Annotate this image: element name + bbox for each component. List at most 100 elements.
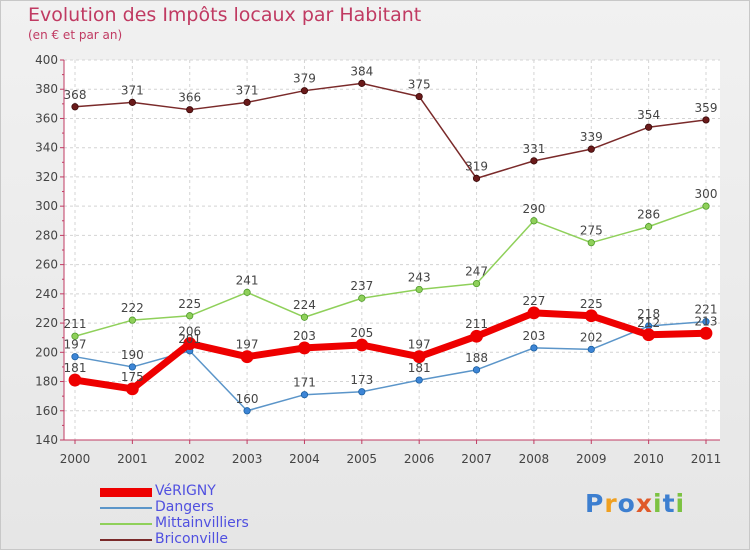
logo-letter: x — [635, 489, 653, 518]
data-point — [530, 217, 538, 225]
data-point — [243, 98, 251, 106]
data-point — [472, 366, 481, 374]
data-point — [530, 157, 538, 165]
data-label: 379 — [293, 72, 316, 86]
data-label: 237 — [350, 279, 373, 293]
y-tick-label: 140 — [35, 433, 58, 447]
data-point — [470, 329, 483, 343]
data-point — [587, 145, 595, 153]
data-point — [68, 373, 82, 387]
data-point — [587, 239, 595, 247]
series-vérigny — [68, 306, 713, 396]
data-label: 202 — [580, 330, 603, 344]
data-point — [530, 344, 538, 352]
data-point — [186, 106, 194, 114]
data-label: 171 — [293, 376, 316, 390]
logo-letter: P — [585, 489, 605, 518]
plot-area — [64, 60, 720, 440]
x-tick-label: 2009 — [576, 452, 607, 466]
legend-label: VéRIGNY — [155, 483, 216, 499]
data-label: 275 — [580, 224, 603, 238]
data-point — [240, 350, 254, 364]
logo-letter: i — [675, 489, 686, 518]
x-tick-label: 2011 — [691, 452, 722, 466]
data-point — [642, 328, 656, 342]
chart-title: Evolution des Impôts locaux par Habitant — [28, 4, 422, 26]
data-label: 227 — [522, 294, 545, 308]
data-point — [702, 116, 710, 124]
legend-swatch — [100, 539, 152, 541]
data-point — [71, 103, 79, 111]
data-label: 213 — [695, 314, 718, 328]
y-tick-label: 240 — [35, 287, 58, 301]
data-point — [300, 391, 309, 399]
data-point — [298, 341, 311, 355]
logo-letter: i — [653, 489, 663, 518]
logo-letter: t — [662, 489, 676, 518]
data-label: 319 — [465, 159, 488, 173]
x-tick-label: 2010 — [633, 452, 664, 466]
data-label: 224 — [293, 298, 316, 312]
x-tick-label: 2007 — [461, 452, 492, 466]
data-point — [358, 388, 366, 396]
data-point — [358, 79, 366, 87]
legend-label: Mittainvilliers — [155, 515, 249, 531]
data-label: 222 — [121, 301, 144, 315]
data-label: 243 — [408, 270, 431, 284]
data-label: 181 — [64, 361, 87, 375]
data-label: 225 — [580, 297, 603, 311]
data-label: 290 — [522, 202, 545, 216]
data-label: 384 — [350, 64, 373, 78]
data-point — [699, 326, 713, 340]
data-label: 197 — [64, 338, 87, 352]
data-label: 368 — [64, 88, 87, 102]
data-label: 205 — [350, 326, 373, 340]
series-briconville — [71, 79, 710, 182]
data-label: 331 — [522, 142, 545, 156]
data-label: 173 — [350, 373, 373, 387]
series-line — [74, 205, 707, 337]
data-label: 175 — [121, 370, 144, 384]
data-point — [702, 202, 710, 210]
data-point — [243, 407, 251, 415]
x-tick-label: 2004 — [289, 452, 320, 466]
data-label: 197 — [408, 338, 431, 352]
data-point — [125, 382, 139, 396]
legend-swatch — [100, 488, 152, 497]
data-label: 300 — [695, 187, 718, 201]
x-tick-label: 2001 — [117, 452, 148, 466]
data-label: 160 — [236, 392, 259, 406]
data-point — [587, 345, 595, 353]
x-tick-label: 2006 — [404, 452, 435, 466]
data-point — [702, 318, 710, 326]
data-point — [584, 309, 598, 323]
data-point — [128, 98, 136, 106]
data-label: 247 — [465, 265, 488, 279]
data-point — [71, 332, 79, 340]
data-point — [300, 87, 309, 95]
logo-letter: r — [604, 489, 618, 518]
series-line — [71, 309, 710, 393]
data-point — [300, 313, 309, 321]
data-point — [186, 312, 194, 320]
data-point — [128, 316, 136, 324]
data-label: 197 — [236, 338, 259, 352]
data-point — [412, 350, 426, 364]
x-tick-label: 2002 — [174, 452, 205, 466]
data-point — [128, 363, 136, 371]
data-label: 190 — [121, 348, 144, 362]
data-label: 211 — [64, 317, 87, 331]
data-label: 201 — [178, 332, 201, 346]
data-point — [645, 223, 653, 231]
data-point — [415, 376, 423, 384]
legend-swatch — [100, 507, 152, 509]
data-point — [415, 285, 423, 294]
data-point — [183, 337, 197, 350]
data-point — [358, 294, 366, 302]
data-point — [645, 123, 653, 131]
data-label: 203 — [293, 329, 316, 343]
x-tick-label: 2003 — [232, 452, 263, 466]
data-label: 375 — [408, 78, 431, 92]
data-label: 339 — [580, 130, 603, 144]
data-label: 371 — [121, 83, 144, 97]
